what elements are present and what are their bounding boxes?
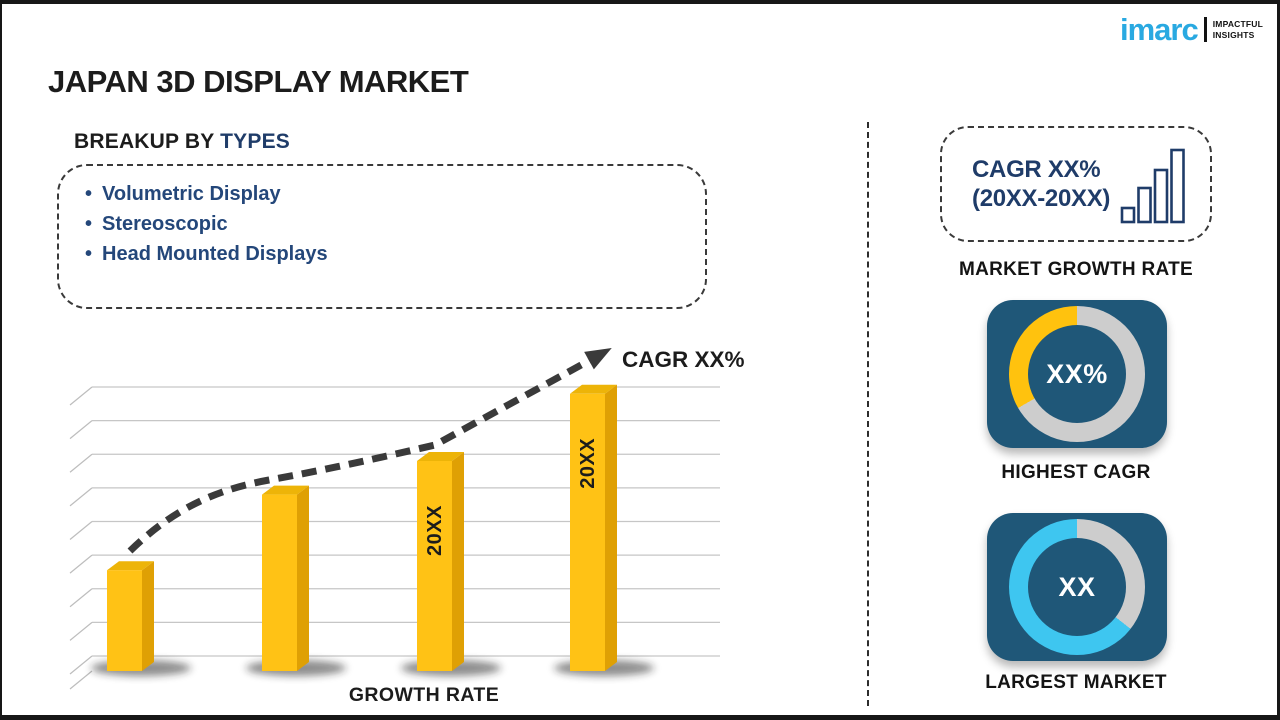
chart-xlabel: GROWTH RATE — [349, 684, 499, 706]
bar-front-face — [262, 494, 297, 671]
gridline-tick — [69, 420, 93, 440]
bar-top-face — [262, 485, 309, 495]
trend-arrowhead — [584, 348, 612, 370]
trend-label: CAGR XX% — [622, 347, 745, 372]
bar-icon-bar — [1153, 168, 1169, 224]
largest-market-card: XX — [987, 513, 1167, 661]
baseline-tick — [69, 670, 93, 690]
gridline-tick — [69, 554, 93, 574]
highest-cagr-caption: HIGHEST CAGR — [1001, 462, 1151, 483]
gridline-tick — [69, 521, 93, 540]
logo-tagline-line2: INSIGHTS — [1212, 29, 1255, 40]
bar-front-face — [107, 570, 142, 671]
market-growth-rate-box: CAGR XX% (20XX-20XX) — [940, 126, 1212, 242]
breakup-item: Volumetric Display — [85, 179, 685, 209]
bar-side-face — [142, 561, 154, 671]
donut-hole: XX% — [1028, 325, 1126, 423]
highest-cagr-donut: XX% — [1009, 306, 1145, 442]
logo-divider — [1203, 17, 1207, 42]
growth-rate-chart: 20XX 20XX CAGR XX% GROWTH RATE — [69, 347, 745, 706]
logo-tagline: IMPACTFUL INSIGHTS — [1213, 19, 1263, 39]
breakup-item: Head Mounted Displays — [85, 239, 685, 269]
breakup-item: Stereoscopic — [85, 209, 685, 239]
cagr-period-text: CAGR XX% (20XX-20XX) — [972, 155, 1110, 213]
imarc-logo: imarc IMPACTFUL INSIGHTS — [1120, 14, 1263, 45]
largest-market-donut: XX — [1009, 519, 1145, 655]
highest-cagr-card: XX% — [987, 300, 1167, 448]
bar-side-face — [605, 384, 617, 671]
breakup-heading: BREAKUP BY TYPES — [74, 130, 290, 154]
largest-market-caption: LARGEST MARKET — [985, 672, 1167, 693]
bar-top-face — [570, 384, 617, 394]
cagr-line: CAGR XX% — [972, 156, 1101, 183]
donut-hole: XX — [1028, 538, 1126, 636]
bar-front-face — [570, 393, 605, 671]
gridline-tick — [69, 453, 93, 473]
bar-icon-bar — [1120, 206, 1136, 224]
bar-icon-bar — [1170, 148, 1185, 224]
breakup-heading-prefix: BREAKUP BY — [74, 130, 215, 153]
largest-market-value: XX — [1058, 571, 1096, 602]
breakup-heading-highlight: TYPES — [220, 130, 290, 153]
gridline-tick — [69, 621, 93, 641]
logo-tagline-line1: IMPACTFUL — [1212, 19, 1264, 30]
logo-brand-text: imarc — [1120, 12, 1199, 47]
trend-line — [127, 349, 605, 554]
bar-top-face — [417, 452, 464, 461]
gridline-tick — [69, 386, 93, 406]
bar-front-face — [417, 461, 452, 671]
bar-icon-bar — [1137, 186, 1152, 224]
bar-side-face — [452, 452, 464, 671]
breakup-box: Volumetric DisplayStereoscopicHead Mount… — [57, 164, 707, 309]
period-line: (20XX-20XX) — [972, 185, 1111, 212]
bar-chart-icon — [1120, 148, 1185, 224]
breakup-list: Volumetric DisplayStereoscopicHead Mount… — [85, 179, 685, 269]
gridline-tick — [69, 487, 93, 507]
bar-label: 20XX — [424, 505, 446, 556]
bar-side-face — [297, 485, 309, 671]
bar-top-face — [107, 561, 154, 571]
highest-cagr-value: XX% — [1046, 358, 1108, 389]
page-title: JAPAN 3D DISPLAY MARKET — [48, 64, 469, 99]
market-growth-rate-caption: MARKET GROWTH RATE — [958, 259, 1194, 280]
section-divider — [867, 122, 869, 706]
gridline-tick — [69, 655, 93, 675]
bar-label: 20XX — [577, 438, 599, 489]
gridline-tick — [69, 588, 93, 608]
